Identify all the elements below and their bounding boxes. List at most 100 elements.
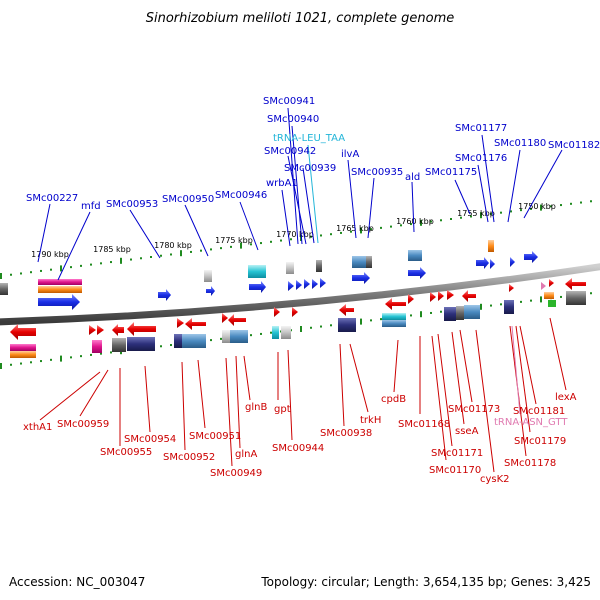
gene-arrow-forward[interactable] (320, 278, 326, 288)
gene-arrow-reverse[interactable] (274, 307, 280, 317)
gene-arrow-reverse[interactable] (565, 278, 586, 290)
gene-label[interactable]: ald (405, 172, 420, 183)
gene-arrow-forward[interactable] (158, 289, 171, 301)
gene-arrow-reverse[interactable] (385, 298, 406, 310)
gene-label[interactable]: SMc00950 (162, 194, 214, 205)
gene-label[interactable]: SMc00946 (215, 190, 267, 201)
gene-label[interactable]: wrbA1 (266, 178, 298, 189)
gene-label[interactable]: xthA1 (23, 422, 52, 433)
gene-label[interactable]: SMc01170 (429, 465, 481, 476)
gene-arrow-reverse[interactable] (222, 313, 228, 323)
gene-label[interactable]: SMc01181 (513, 406, 565, 417)
gene-label[interactable]: ilvA (341, 149, 359, 160)
gene-arrow-reverse[interactable] (127, 322, 156, 336)
gene-label[interactable]: lexA (555, 392, 577, 403)
trna-label[interactable]: tRNA-ASN_GTT (494, 417, 568, 428)
gene-label[interactable]: glnA (235, 449, 257, 460)
gene-label[interactable]: SMc00942 (264, 146, 316, 157)
gene-label[interactable]: SMc01168 (398, 419, 450, 430)
feature-band (127, 337, 155, 351)
gene-label[interactable]: SMc00951 (189, 431, 241, 442)
gene-label[interactable]: SMc00939 (284, 163, 336, 174)
gene-label[interactable]: SMc00940 (267, 114, 319, 125)
gene-arrow-reverse[interactable] (97, 325, 104, 335)
track-dot (90, 353, 92, 356)
gene-arrow-reverse[interactable] (462, 290, 476, 302)
gene-arrow-forward[interactable] (510, 257, 515, 267)
gene-arrow-forward[interactable] (249, 281, 266, 293)
gene-label[interactable]: glnB (245, 402, 267, 413)
trna-label[interactable]: tRNA-LEU_TAA (273, 133, 345, 144)
gene-label[interactable]: SMc00955 (100, 447, 152, 458)
track-dot (20, 362, 22, 365)
gene-arrow-reverse[interactable] (112, 324, 124, 336)
track-dot (210, 248, 212, 251)
gene-label[interactable]: SMc00949 (210, 468, 262, 479)
gene-arrow-reverse[interactable] (228, 314, 246, 326)
track-dot (430, 311, 432, 314)
gene-label[interactable]: SMc00959 (57, 419, 109, 430)
gene-arrow-forward[interactable] (312, 279, 318, 289)
gene-label[interactable]: SMc01180 (494, 138, 546, 149)
feature-band (10, 351, 36, 358)
gene-label[interactable]: SMc00227 (26, 193, 78, 204)
feature-band (174, 334, 182, 348)
gene-arrow-reverse[interactable] (549, 279, 554, 287)
gene-label[interactable]: cysK2 (480, 474, 510, 485)
gene-label[interactable]: SMc01182 (548, 140, 600, 151)
trna-leaders-reverse (511, 325, 521, 415)
gene-label[interactable]: SMc01178 (504, 458, 556, 469)
gene-arrow-reverse[interactable] (430, 292, 436, 302)
feature-band (544, 292, 554, 299)
track-dot (500, 303, 502, 306)
track-dot (570, 202, 572, 205)
track-dot (420, 311, 422, 318)
gene-label[interactable]: SMc00935 (351, 167, 403, 178)
reverse-gene-arrows (10, 278, 586, 340)
gene-label[interactable]: SMc00941 (263, 96, 315, 107)
gene-arrow-reverse[interactable] (447, 290, 454, 300)
gene-arrow-forward[interactable] (490, 259, 495, 269)
gene-label[interactable]: SMc01176 (455, 153, 507, 164)
gene-arrow-reverse[interactable] (10, 324, 36, 340)
gene-arrow-forward[interactable] (288, 281, 294, 291)
gene-label[interactable]: SMc01171 (431, 448, 483, 459)
gene-label[interactable]: gpt (274, 404, 291, 415)
track-dot (350, 230, 352, 233)
track-dot (70, 356, 72, 359)
gene-label[interactable]: SMc00952 (163, 452, 215, 463)
gene-arrow-reverse[interactable] (185, 318, 206, 330)
gene-label[interactable]: SMc00938 (320, 428, 372, 439)
gene-arrow-forward[interactable] (304, 279, 310, 289)
gene-arrow-reverse[interactable] (438, 291, 444, 301)
track-dot (380, 318, 382, 321)
gene-arrow-forward[interactable] (352, 272, 370, 284)
gene-label[interactable]: SMc00944 (272, 443, 324, 454)
gene-label[interactable]: trkH (360, 415, 381, 426)
gene-arrow-reverse[interactable] (509, 284, 514, 292)
gene-arrow-forward[interactable] (38, 294, 80, 310)
gene-arrow-forward[interactable] (476, 257, 489, 269)
gene-label[interactable]: SMc01177 (455, 123, 507, 134)
gene-label[interactable]: SMc01175 (425, 167, 477, 178)
gene-label[interactable]: sseA (455, 426, 479, 437)
gene-label[interactable]: SMc01173 (448, 404, 500, 415)
gene-arrow-reverse[interactable] (541, 282, 546, 290)
gene-label[interactable]: cpdB (381, 394, 406, 405)
gene-label[interactable]: SMc00954 (124, 434, 176, 445)
track-dot (360, 318, 362, 325)
gene-arrow-forward[interactable] (408, 267, 426, 279)
gene-arrow-reverse[interactable] (177, 318, 184, 328)
gene-arrow-reverse[interactable] (339, 304, 354, 316)
feature-band (488, 240, 494, 252)
gene-arrow-forward[interactable] (206, 286, 215, 296)
gene-label[interactable]: SMc01179 (514, 436, 566, 447)
scale-tick-label: 1770 kbp (276, 230, 314, 239)
gene-label[interactable]: SMc00953 (106, 199, 158, 210)
gene-label[interactable]: mfd (81, 201, 101, 212)
gene-arrow-reverse[interactable] (292, 307, 298, 317)
gene-arrow-reverse[interactable] (89, 325, 96, 335)
gene-arrow-forward[interactable] (296, 280, 302, 290)
gene-arrow-forward[interactable] (524, 251, 538, 263)
gene-arrow-reverse[interactable] (408, 294, 414, 304)
